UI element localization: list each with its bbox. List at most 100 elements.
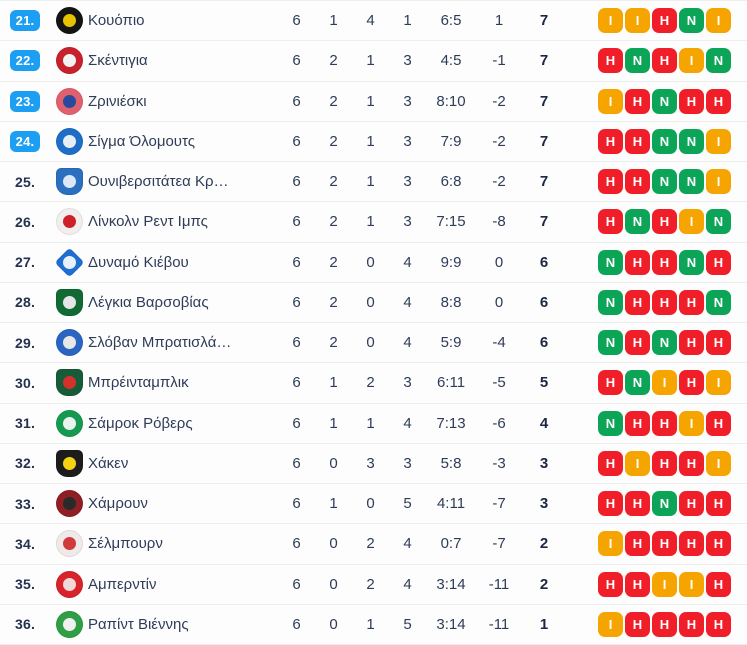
form-badge-loss[interactable]: Η bbox=[679, 330, 704, 356]
form-badge-loss[interactable]: Η bbox=[706, 531, 731, 557]
form-badge-win[interactable]: Ν bbox=[679, 169, 704, 195]
form-badge-loss[interactable]: Η bbox=[652, 450, 677, 476]
form-badge-win[interactable]: Ν bbox=[652, 128, 677, 154]
team-name[interactable]: Λέγκια Βαρσοβίας bbox=[88, 293, 209, 311]
form-badge-win[interactable]: Ν bbox=[652, 330, 677, 356]
form-badge-loss[interactable]: Η bbox=[625, 571, 650, 597]
form-badge-loss[interactable]: Η bbox=[706, 410, 731, 436]
form-badge-loss[interactable]: Η bbox=[679, 531, 704, 557]
team-name[interactable]: Μπρέινταμπλικ bbox=[88, 374, 189, 392]
form-badge-win[interactable]: Ν bbox=[652, 169, 677, 195]
form-badge-loss[interactable]: Η bbox=[652, 48, 677, 74]
team-name[interactable]: Σλόβαν Μπρατισλά… bbox=[88, 334, 232, 352]
form-badge-loss[interactable]: Η bbox=[679, 450, 704, 476]
form-badge-loss[interactable]: Η bbox=[625, 88, 650, 114]
form-badge-win[interactable]: Ν bbox=[598, 289, 623, 315]
form-badge-loss[interactable]: Η bbox=[625, 289, 650, 315]
form-badge-loss[interactable]: Η bbox=[625, 128, 650, 154]
form-badge-loss[interactable]: Η bbox=[679, 370, 704, 396]
form-badge-win[interactable]: Ν bbox=[706, 289, 731, 315]
team-name[interactable]: Χάκεν bbox=[88, 454, 129, 472]
form-badge-draw[interactable]: Ι bbox=[652, 571, 677, 597]
form-badge-loss[interactable]: Η bbox=[598, 370, 623, 396]
form-badge-loss[interactable]: Η bbox=[652, 249, 677, 275]
form-badge-draw[interactable]: Ι bbox=[598, 531, 623, 557]
team-name[interactable]: Αμπερντίν bbox=[88, 575, 157, 593]
form-badge-loss[interactable]: Η bbox=[598, 571, 623, 597]
form-badge-loss[interactable]: Η bbox=[706, 571, 731, 597]
form-badge-draw[interactable]: Ι bbox=[679, 410, 704, 436]
team-name[interactable]: Ζρινιέσκι bbox=[88, 92, 147, 110]
form-badge-loss[interactable]: Η bbox=[652, 611, 677, 637]
form-badge-loss[interactable]: Η bbox=[679, 88, 704, 114]
form-badge-win[interactable]: Ν bbox=[679, 8, 704, 34]
form-badge-loss[interactable]: Η bbox=[652, 289, 677, 315]
form-badge-loss[interactable]: Η bbox=[598, 209, 623, 235]
form-badge-draw[interactable]: Ι bbox=[706, 128, 731, 154]
form-badge-draw[interactable]: Ι bbox=[598, 88, 623, 114]
form-badge-draw[interactable]: Ι bbox=[625, 450, 650, 476]
form-badge-draw[interactable]: Ι bbox=[706, 8, 731, 34]
form-badge-loss[interactable]: Η bbox=[679, 611, 704, 637]
form-badge-loss[interactable]: Η bbox=[706, 491, 731, 517]
form-badge-draw[interactable]: Ι bbox=[598, 611, 623, 637]
form-badge-loss[interactable]: Η bbox=[598, 128, 623, 154]
form-badge-win[interactable]: Ν bbox=[625, 48, 650, 74]
form-badge-loss[interactable]: Η bbox=[652, 410, 677, 436]
team-name[interactable]: Σκέντιγια bbox=[88, 52, 148, 70]
form-badge-loss[interactable]: Η bbox=[706, 88, 731, 114]
team-name[interactable]: Χάμρουν bbox=[88, 495, 148, 513]
form-badge-draw[interactable]: Ι bbox=[598, 8, 623, 34]
form-badge-win[interactable]: Ν bbox=[598, 330, 623, 356]
form-badge-draw[interactable]: Ι bbox=[652, 370, 677, 396]
form-badge-draw[interactable]: Ι bbox=[706, 370, 731, 396]
team-name[interactable]: Ραπίντ Βιέννης bbox=[88, 615, 189, 633]
form-badge-loss[interactable]: Η bbox=[625, 491, 650, 517]
form-badge-win[interactable]: Ν bbox=[625, 209, 650, 235]
form-badge-loss[interactable]: Η bbox=[652, 8, 677, 34]
team-name[interactable]: Ουνιβερσιτάτεα Κρ… bbox=[88, 173, 229, 191]
form-badge-loss[interactable]: Η bbox=[598, 48, 623, 74]
form-badge-loss[interactable]: Η bbox=[625, 249, 650, 275]
form-badge-loss[interactable]: Η bbox=[706, 330, 731, 356]
form-badge-draw[interactable]: Ι bbox=[625, 8, 650, 34]
table-row[interactable]: 25. Ουνιβερσιτάτεα Κρ… 6 2 1 3 6:8 -2 7 … bbox=[0, 162, 747, 203]
form-badge-loss[interactable]: Η bbox=[598, 169, 623, 195]
form-badge-loss[interactable]: Η bbox=[625, 531, 650, 557]
form-badge-draw[interactable]: Ι bbox=[679, 209, 704, 235]
form-badge-win[interactable]: Ν bbox=[652, 88, 677, 114]
form-badge-win[interactable]: Ν bbox=[598, 249, 623, 275]
form-badge-win[interactable]: Ν bbox=[679, 249, 704, 275]
form-badge-win[interactable]: Ν bbox=[625, 370, 650, 396]
form-badge-loss[interactable]: Η bbox=[706, 611, 731, 637]
form-badge-loss[interactable]: Η bbox=[652, 209, 677, 235]
team-name[interactable]: Λίνκολν Ρεντ Ιμπς bbox=[88, 213, 208, 231]
form-badge-loss[interactable]: Η bbox=[625, 169, 650, 195]
form-badge-loss[interactable]: Η bbox=[679, 289, 704, 315]
team-name[interactable]: Κουόπιο bbox=[88, 12, 145, 30]
table-row[interactable]: 26. Λίνκολν Ρεντ Ιμπς 6 2 1 3 7:15 -8 7 … bbox=[0, 202, 747, 243]
form-badge-loss[interactable]: Η bbox=[598, 491, 623, 517]
team-name[interactable]: Σίγμα Όλομουτς bbox=[88, 132, 195, 150]
form-badge-loss[interactable]: Η bbox=[625, 330, 650, 356]
form-badge-win[interactable]: Ν bbox=[652, 491, 677, 517]
form-badge-loss[interactable]: Η bbox=[706, 249, 731, 275]
form-badge-win[interactable]: Ν bbox=[706, 209, 731, 235]
team-name[interactable]: Σέλμπουρν bbox=[88, 535, 163, 553]
form-badge-loss[interactable]: Η bbox=[625, 611, 650, 637]
form-badge-win[interactable]: Ν bbox=[706, 48, 731, 74]
form-badge-draw[interactable]: Ι bbox=[706, 169, 731, 195]
form-badge-win[interactable]: Ν bbox=[598, 410, 623, 436]
form-badge-draw[interactable]: Ι bbox=[679, 571, 704, 597]
form-badge-draw[interactable]: Ι bbox=[679, 48, 704, 74]
team-name[interactable]: Σάμροκ Ρόβερς bbox=[88, 414, 193, 432]
